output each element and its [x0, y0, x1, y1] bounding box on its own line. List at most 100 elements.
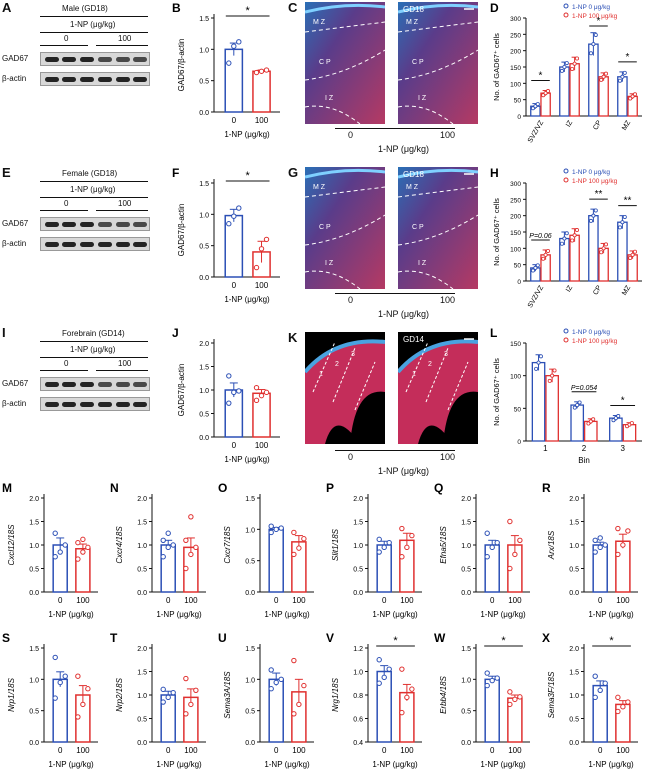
layer-label: C P — [412, 224, 424, 231]
image-label: GD18 — [403, 5, 424, 14]
bin-boundary — [312, 341, 336, 393]
bar-chart: F 0.0 0.5 1.0 1.5 GAD67/β-actin 0 100 1-NP (μg/k… — [172, 166, 280, 304]
bar-chart: O 0.0 0.5 1.0 1.5 Cxcr7/18S 0 100 1-NP (μg/kg) — [218, 481, 314, 619]
microscopy-panel: G M Z C P I Z M Z C P I Z GD18 0 100 1-NP (μg/kg) — [288, 165, 478, 320]
bar — [160, 544, 176, 593]
bin-boundary — [447, 361, 469, 411]
divider-line — [96, 45, 148, 46]
data-point — [617, 78, 622, 83]
data-point — [591, 213, 596, 218]
significance-label: P=0.06 — [529, 233, 551, 240]
data-point — [52, 530, 58, 536]
data-point — [572, 405, 577, 410]
data-point — [507, 689, 513, 695]
bar — [268, 528, 284, 593]
data-point — [562, 65, 567, 70]
y-tick-label: 1.5 — [569, 520, 579, 527]
panel-label: J — [172, 326, 179, 340]
axis-divider — [335, 128, 455, 129]
data-point — [617, 225, 622, 230]
layer-boundary — [305, 186, 385, 198]
data-point — [160, 686, 166, 693]
y-axis-label: Sema3F/18S — [547, 671, 556, 718]
data-point — [62, 542, 68, 548]
blot-band — [62, 242, 77, 247]
bar-chart: P 0.0 0.5 1.0 1.5 2.0 Slit1/18S 0 100 1-NP (μg/kg… — [326, 481, 422, 619]
divider-line — [40, 210, 88, 211]
blot-band — [80, 402, 95, 407]
x-tick-label: CP — [592, 284, 603, 296]
data-point — [533, 265, 538, 270]
divider-line — [40, 341, 148, 342]
blot-band — [97, 77, 112, 82]
significance-label: * — [246, 5, 251, 17]
data-point — [226, 60, 232, 66]
data-point — [615, 551, 621, 558]
y-tick-label: 1.0 — [569, 543, 579, 550]
x-tick-label: 100 — [255, 281, 269, 290]
y-axis-label: GAD67/β-actin — [177, 39, 186, 92]
data-point — [597, 535, 603, 541]
layer-label: C P — [319, 59, 331, 66]
data-point — [570, 238, 575, 243]
x-tick-label: 100 — [184, 596, 198, 605]
legend-marker — [563, 337, 569, 343]
data-point — [301, 536, 307, 542]
y-tick-label: 250 — [510, 32, 521, 39]
pial-surface — [398, 3, 478, 14]
x-axis-label: 1-NP (μg/kg) — [224, 295, 270, 304]
significance-label: P=0.054 — [571, 385, 597, 392]
blot-row-label: GAD67 — [2, 219, 29, 228]
y-tick-label: 0 — [517, 114, 521, 121]
image-label: GD14 — [403, 335, 424, 344]
data-point — [296, 701, 302, 708]
data-point — [484, 554, 490, 560]
y-tick-label: 1.0 — [29, 677, 39, 684]
data-point — [52, 695, 58, 701]
blot-group-label: Female (GD18) — [62, 169, 118, 178]
y-tick-label: 50 — [514, 263, 522, 270]
y-tick-label: 1.0 — [353, 670, 363, 677]
data-point — [273, 526, 279, 533]
y-tick-label: 100 — [510, 374, 521, 381]
x-axis-label: 1-NP (μg/kg) — [264, 760, 310, 769]
bar-chart: V 0.4 0.6 0.8 1.0 1.2 Nrg1/18S 0 100 1-NP (μg/kg)… — [326, 631, 422, 769]
layer-boundary — [305, 21, 385, 33]
data-point — [592, 537, 598, 543]
y-tick-label: 0.5 — [245, 709, 255, 716]
x-tick-label: 3 — [620, 444, 625, 453]
data-point — [591, 42, 596, 47]
data-point — [253, 69, 260, 76]
tissue-edge — [398, 339, 478, 374]
y-tick-label: 1.0 — [137, 543, 147, 550]
bar — [484, 544, 500, 593]
y-tick-label: 2.0 — [137, 646, 147, 653]
data-point — [588, 419, 593, 424]
data-point — [630, 252, 635, 257]
blot-band — [62, 57, 77, 62]
data-point — [541, 256, 546, 261]
data-point — [597, 687, 603, 693]
y-tick-label: 1.5 — [353, 520, 363, 527]
y-tick-label: 1.0 — [199, 388, 209, 395]
y-axis-label: Slit1/18S — [331, 528, 340, 561]
panel-label: F — [172, 166, 179, 180]
data-point — [615, 694, 621, 701]
x-tick-label: 0 — [598, 746, 603, 755]
tissue-region — [398, 341, 478, 444]
y-axis-label: Sema3A/18S — [223, 671, 232, 719]
data-point — [592, 673, 598, 679]
dose-label: 0 — [348, 130, 354, 140]
x-tick-label: 0 — [232, 281, 237, 290]
data-point — [575, 403, 580, 408]
bar-chart: J 0.0 0.5 1.0 1.5 2.0 GAD67/β-actin 0 100 1-NP (μ… — [172, 326, 280, 464]
data-point — [577, 400, 582, 405]
data-point — [533, 104, 538, 109]
x-tick-label: 100 — [292, 746, 306, 755]
bar — [598, 76, 609, 117]
y-tick-label: 0.0 — [569, 740, 579, 747]
y-axis-label: No. of GAD67⁺ cells — [492, 358, 501, 426]
x-tick-label: 100 — [76, 746, 90, 755]
data-point — [75, 714, 81, 720]
data-point — [376, 536, 382, 543]
